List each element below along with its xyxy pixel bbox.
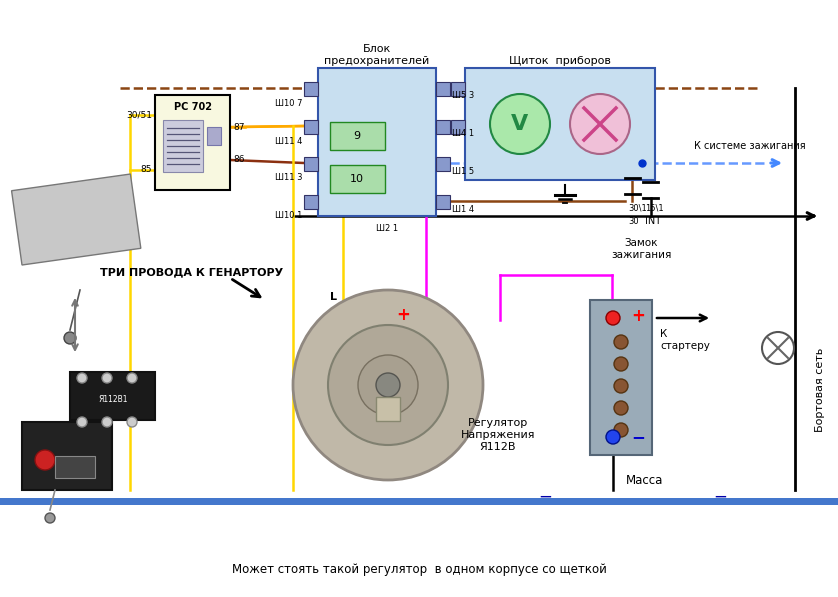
Circle shape [614,401,628,415]
Text: Ш1 5: Ш1 5 [452,167,474,176]
Text: Регулятор
Напряжения
Я112В: Регулятор Напряжения Я112В [461,418,535,451]
Text: −: − [538,488,552,506]
Bar [436,195,450,209]
Text: Ш10 1: Ш10 1 [275,211,302,220]
Text: РС 702: РС 702 [173,102,211,112]
Bar [304,195,318,209]
Text: Ш2 1: Ш2 1 [376,224,398,233]
Bar [22,422,112,490]
Text: ТРИ ПРОВОДА К ГЕНАРТОРУ: ТРИ ПРОВОДА К ГЕНАРТОРУ [100,267,283,277]
Text: Ш1 4: Ш1 4 [452,205,474,214]
Text: +: + [631,307,645,325]
Bar [590,300,652,455]
Text: Щиток  приборов: Щиток приборов [509,56,611,66]
Bar [451,82,465,96]
Text: Масса: Масса [626,473,664,487]
Text: К
стартеру: К стартеру [660,329,710,351]
Text: 10: 10 [350,174,364,184]
Circle shape [606,430,620,444]
Text: 9: 9 [354,131,360,141]
Bar [304,82,318,96]
Text: 85: 85 [141,165,152,174]
Circle shape [762,332,794,364]
Bar [12,174,141,265]
Text: Может стоять такой регулятор  в одном корпусе со щеткой: Может стоять такой регулятор в одном кор… [231,564,607,577]
Circle shape [614,335,628,349]
Circle shape [102,417,112,427]
Text: Ш5 3: Ш5 3 [452,91,474,100]
Circle shape [490,94,550,154]
Bar [0,498,838,505]
Text: 86: 86 [233,155,245,165]
Bar [330,122,385,150]
Circle shape [64,332,76,344]
Bar [318,68,436,216]
Text: Блок
предохранителей: Блок предохранителей [324,44,430,66]
Text: Замок
зажигания: Замок зажигания [611,238,671,260]
Text: +: + [396,306,410,324]
Text: Ш10 7: Ш10 7 [275,99,302,107]
Text: V: V [511,114,529,134]
Text: −: − [713,488,727,506]
Text: 15\1: 15\1 [645,204,664,213]
Circle shape [45,513,55,523]
Bar [155,95,230,190]
Bar [304,120,318,134]
Circle shape [77,373,87,383]
Text: 30\1: 30\1 [628,204,647,213]
Circle shape [328,325,448,445]
Circle shape [35,450,55,470]
Bar [436,120,450,134]
Bar [451,120,465,134]
Bar [465,68,655,180]
Text: 30/51: 30/51 [126,110,152,119]
Bar [436,157,450,171]
Bar [207,127,221,145]
Circle shape [358,355,418,415]
Text: Ш11 4: Ш11 4 [275,137,302,146]
Bar [55,456,95,478]
Bar [376,397,400,421]
Text: INT: INT [645,216,661,226]
Bar [436,82,450,96]
Circle shape [127,417,137,427]
Circle shape [606,311,620,325]
Text: 87: 87 [233,122,245,131]
Text: 30: 30 [628,217,639,226]
Bar [330,165,385,193]
Text: Я112В1: Я112В1 [98,395,127,405]
Text: Ш4 1: Ш4 1 [452,130,474,139]
Text: Ш11 3: Ш11 3 [275,174,302,183]
Circle shape [376,373,400,397]
Circle shape [102,373,112,383]
Bar [70,372,155,420]
Circle shape [614,357,628,371]
Circle shape [127,373,137,383]
Circle shape [570,94,630,154]
Circle shape [77,417,87,427]
Circle shape [614,423,628,437]
Bar [163,120,203,172]
Text: L: L [329,292,337,302]
Text: Бортовая сеть: Бортовая сеть [815,348,825,432]
Bar [304,157,318,171]
Text: −: − [631,428,645,446]
Circle shape [614,379,628,393]
Circle shape [293,290,483,480]
Text: К системе зажигания: К системе зажигания [694,141,806,151]
